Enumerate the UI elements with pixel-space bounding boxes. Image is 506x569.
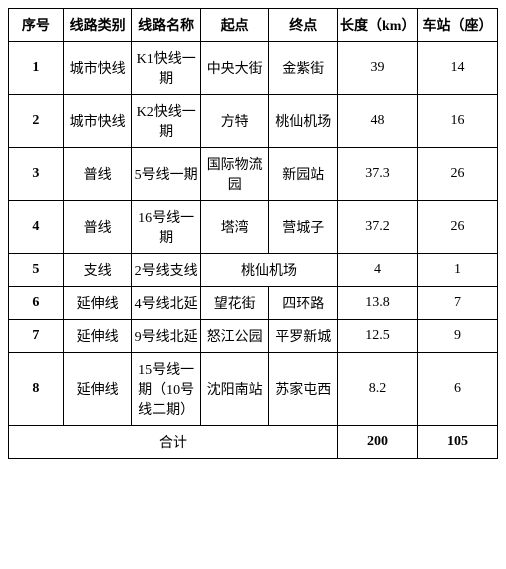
- header-end: 终点: [269, 9, 338, 42]
- cell-end: 桃仙机场: [269, 95, 338, 148]
- cell-seq: 8: [9, 353, 64, 426]
- cell-stations: 26: [417, 201, 497, 254]
- cell-name: 16号线一期: [132, 201, 201, 254]
- cell-length: 12.5: [338, 320, 418, 353]
- cell-type: 普线: [63, 201, 132, 254]
- cell-end: 营城子: [269, 201, 338, 254]
- cell-seq: 2: [9, 95, 64, 148]
- header-seq: 序号: [9, 9, 64, 42]
- cell-stations: 14: [417, 42, 497, 95]
- table-row: 4 普线 16号线一期 塔湾 营城子 37.2 26: [9, 201, 498, 254]
- cell-stations: 1: [417, 254, 497, 287]
- cell-name: 2号线支线: [132, 254, 201, 287]
- cell-stations: 9: [417, 320, 497, 353]
- cell-type: 城市快线: [63, 95, 132, 148]
- cell-start: 国际物流园: [200, 148, 269, 201]
- cell-name: 4号线北延: [132, 287, 201, 320]
- cell-start: 望花街: [200, 287, 269, 320]
- cell-start-end-merged: 桃仙机场: [200, 254, 337, 287]
- cell-start: 方特: [200, 95, 269, 148]
- cell-name: 9号线北延: [132, 320, 201, 353]
- cell-type: 城市快线: [63, 42, 132, 95]
- cell-type: 普线: [63, 148, 132, 201]
- cell-seq: 3: [9, 148, 64, 201]
- total-label: 合计: [9, 426, 338, 459]
- cell-name: K2快线一期: [132, 95, 201, 148]
- table-row: 8 延伸线 15号线一期（10号线二期） 沈阳南站 苏家屯西 8.2 6: [9, 353, 498, 426]
- cell-length: 37.2: [338, 201, 418, 254]
- cell-end: 金紫街: [269, 42, 338, 95]
- table-row: 7 延伸线 9号线北延 怒江公园 平罗新城 12.5 9: [9, 320, 498, 353]
- cell-end: 平罗新城: [269, 320, 338, 353]
- header-type: 线路类别: [63, 9, 132, 42]
- cell-stations: 26: [417, 148, 497, 201]
- table-row: 2 城市快线 K2快线一期 方特 桃仙机场 48 16: [9, 95, 498, 148]
- total-row: 合计 200 105: [9, 426, 498, 459]
- cell-start: 怒江公园: [200, 320, 269, 353]
- cell-end: 四环路: [269, 287, 338, 320]
- cell-stations: 16: [417, 95, 497, 148]
- cell-start: 塔湾: [200, 201, 269, 254]
- header-stations: 车站（座）: [417, 9, 497, 42]
- cell-seq: 1: [9, 42, 64, 95]
- cell-stations: 6: [417, 353, 497, 426]
- cell-length: 39: [338, 42, 418, 95]
- header-start: 起点: [200, 9, 269, 42]
- table-row: 3 普线 5号线一期 国际物流园 新园站 37.3 26: [9, 148, 498, 201]
- cell-length: 4: [338, 254, 418, 287]
- metro-lines-table: 序号 线路类别 线路名称 起点 终点 长度（km） 车站（座） 1 城市快线 K…: [8, 8, 498, 459]
- cell-seq: 7: [9, 320, 64, 353]
- cell-end: 新园站: [269, 148, 338, 201]
- cell-name: 5号线一期: [132, 148, 201, 201]
- cell-name: 15号线一期（10号线二期）: [132, 353, 201, 426]
- header-name: 线路名称: [132, 9, 201, 42]
- cell-end: 苏家屯西: [269, 353, 338, 426]
- total-length: 200: [338, 426, 418, 459]
- cell-length: 8.2: [338, 353, 418, 426]
- cell-name: K1快线一期: [132, 42, 201, 95]
- cell-type: 延伸线: [63, 353, 132, 426]
- total-stations: 105: [417, 426, 497, 459]
- cell-type: 延伸线: [63, 287, 132, 320]
- cell-stations: 7: [417, 287, 497, 320]
- cell-seq: 5: [9, 254, 64, 287]
- cell-type: 延伸线: [63, 320, 132, 353]
- table-row: 6 延伸线 4号线北延 望花街 四环路 13.8 7: [9, 287, 498, 320]
- table-row: 5 支线 2号线支线 桃仙机场 4 1: [9, 254, 498, 287]
- cell-length: 37.3: [338, 148, 418, 201]
- cell-length: 13.8: [338, 287, 418, 320]
- header-row: 序号 线路类别 线路名称 起点 终点 长度（km） 车站（座）: [9, 9, 498, 42]
- cell-seq: 6: [9, 287, 64, 320]
- cell-type: 支线: [63, 254, 132, 287]
- header-length: 长度（km）: [338, 9, 418, 42]
- cell-start: 中央大街: [200, 42, 269, 95]
- table-row: 1 城市快线 K1快线一期 中央大街 金紫街 39 14: [9, 42, 498, 95]
- cell-seq: 4: [9, 201, 64, 254]
- cell-length: 48: [338, 95, 418, 148]
- cell-start: 沈阳南站: [200, 353, 269, 426]
